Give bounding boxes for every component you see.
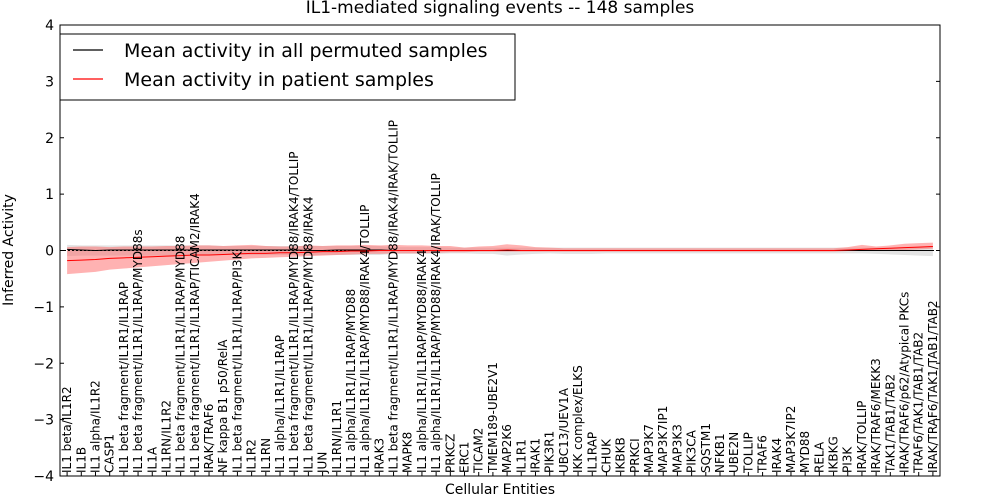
x-tick-label: IL1 alpha/IL1R1/IL1RAP/MYD88/IRAK4 [415, 250, 429, 473]
y-tick-label: 2 [45, 131, 54, 147]
legend: Mean activity in all permuted samples Me… [59, 33, 516, 101]
x-tick-label: MAP3K3 [670, 424, 684, 473]
x-tick-label: NF kappa B1 p50/RelA [216, 339, 230, 473]
x-tick-label: IRAK/TRAF6/p62/Atypical PKCs [898, 292, 912, 473]
x-tick-label: PRKCI [628, 438, 642, 473]
x-tick-label: SQSTM1 [699, 423, 713, 473]
x-tick-label: PRKCZ [443, 434, 457, 473]
x-tick-label: IRAK1 [528, 438, 542, 473]
x-tick-label: PIK3CA [685, 429, 699, 473]
x-tick-label: MAP3K7IP1 [656, 406, 670, 473]
x-tick-label: IL1RN/IL1R1 [330, 400, 344, 473]
x-tick-label: CHUK [599, 438, 613, 473]
y-tick-label: −2 [33, 356, 54, 372]
x-tick-label: IRAK3 [372, 438, 386, 473]
x-tick-label: MYD88 [798, 431, 812, 473]
x-tick-label: UBC13/UEV1A [557, 387, 571, 473]
y-tick-label: 4 [45, 18, 54, 34]
x-tick-label: IKBKB [614, 437, 628, 473]
x-tick-label: IL1R2 [245, 439, 259, 473]
x-tick-label: MAP3K7IP2 [784, 406, 798, 473]
x-tick-label: IRAK/TRAF6/TAK1/TAB1/TAB2 [926, 300, 940, 473]
y-axis: −4 −3 −2 −1 0 1 2 3 4 [33, 18, 940, 485]
legend-label-patient: Mean activity in patient samples [124, 69, 434, 91]
x-tick-label: IKK complex/ELKS [571, 365, 585, 473]
x-tick-label: TRAF6 [756, 435, 770, 474]
x-tick-label: CASP1 [103, 434, 117, 473]
x-tick-label: IL1 alpha/IL1R2 [88, 380, 102, 473]
x-axis: IL1 beta/IL1R2 IL1B IL1 alpha/IL1R2 CASP1 IL… [60, 120, 940, 476]
x-tick-label: IRAK4 [770, 438, 784, 473]
x-tick-label: IL1 beta fragment/IL1R1/IL1RAP/MYD88s [131, 229, 145, 473]
x-tick-label: IL1 beta fragment/IL1R1/IL1RAP/MYD88 [174, 236, 188, 473]
x-tick-label: MAP3K7 [642, 424, 656, 473]
x-tick-label: ERC1 [458, 442, 472, 473]
x-tick-label: IL1A [145, 446, 159, 473]
x-tick-label: IL1 alpha/IL1R1/IL1RAP/MYD88/IRAK4/IRAK/… [429, 173, 443, 473]
x-tick-label: NFKB1 [713, 433, 727, 473]
x-tick-label: IL1 beta fragment/IL1R1/IL1RAP/PI3K [230, 250, 244, 473]
x-axis-label: Cellular Entities [445, 482, 555, 498]
chart-title: IL1-mediated signaling events -- 148 sam… [306, 0, 695, 18]
x-tick-label: IL1RN [259, 438, 273, 473]
y-tick-label: 1 [45, 187, 54, 203]
x-tick-label: TOLLIP [741, 432, 755, 474]
y-tick-label: −4 [33, 469, 54, 485]
plot-area [60, 242, 940, 275]
x-tick-label: IL1B [74, 447, 88, 473]
x-tick-label: MAP2K6 [500, 424, 514, 473]
x-tick-label: IRAK/TOLLIP [855, 401, 869, 473]
x-tick-label: IL1 beta/IL1R2 [60, 386, 74, 473]
y-tick-label: −1 [33, 300, 54, 316]
x-tick-label: IL1R1 [514, 439, 528, 473]
x-tick-label: PI3K [841, 446, 855, 473]
legend-box [59, 33, 516, 101]
y-tick-label: 0 [45, 244, 54, 260]
y-tick-label: 3 [45, 74, 54, 90]
x-tick-label: IL1 alpha/IL1R1/IL1RAP/MYD88 [344, 289, 358, 473]
y-axis-label: Inferred Activity [1, 194, 17, 306]
x-tick-label: MAPK8 [401, 432, 415, 473]
x-tick-label: IL1 beta fragment/IL1R1/IL1RAP/MYD88/IRA… [387, 120, 401, 473]
x-tick-label: IKBKG [827, 436, 841, 473]
x-tick-label: TMEM189-UBE2V1 [486, 362, 500, 474]
x-tick-label: JUN [316, 452, 330, 474]
x-tick-label: IL1 alpha/IL1R1/IL1RAP/MYD88/IRAK4/TOLLI… [358, 205, 372, 473]
legend-label-permuted: Mean activity in all permuted samples [124, 40, 487, 62]
x-tick-label: IL1 beta fragment/IL1R1/IL1RAP/MYD88/IRA… [287, 152, 301, 473]
x-tick-label: IL1 beta fragment/IL1R1/IL1RAP [117, 282, 131, 473]
x-tick-label: PIK3R1 [543, 431, 557, 473]
x-tick-label: UBE2N [727, 432, 741, 473]
x-tick-label: IRAK/TRAF6 [202, 404, 216, 473]
x-tick-label: IL1RAP [585, 432, 599, 473]
line-series-1 [67, 246, 933, 262]
x-tick-label: IL1RN/IL1R2 [159, 400, 173, 473]
x-tick-label: IL1 alpha/IL1R1/IL1RAP [273, 335, 287, 473]
x-tick-label: RELA [812, 441, 826, 473]
x-tick-label: IL1 beta fragment/IL1R1/IL1RAP/MYD88/IRA… [301, 196, 315, 473]
x-tick-label: TICAM2 [472, 428, 486, 474]
x-tick-label: IRAK/TRAF6/MEKK3 [869, 358, 883, 473]
x-tick-label: TAK1/TAB1/TAB2 [883, 374, 897, 474]
y-tick-label: −3 [33, 413, 54, 429]
x-tick-label: IL1 beta fragment/IL1R1/IL1RAP/TICAM2/IR… [188, 193, 202, 473]
x-tick-label: TRAF6/TAK1/TAB1/TAB2 [912, 332, 926, 474]
